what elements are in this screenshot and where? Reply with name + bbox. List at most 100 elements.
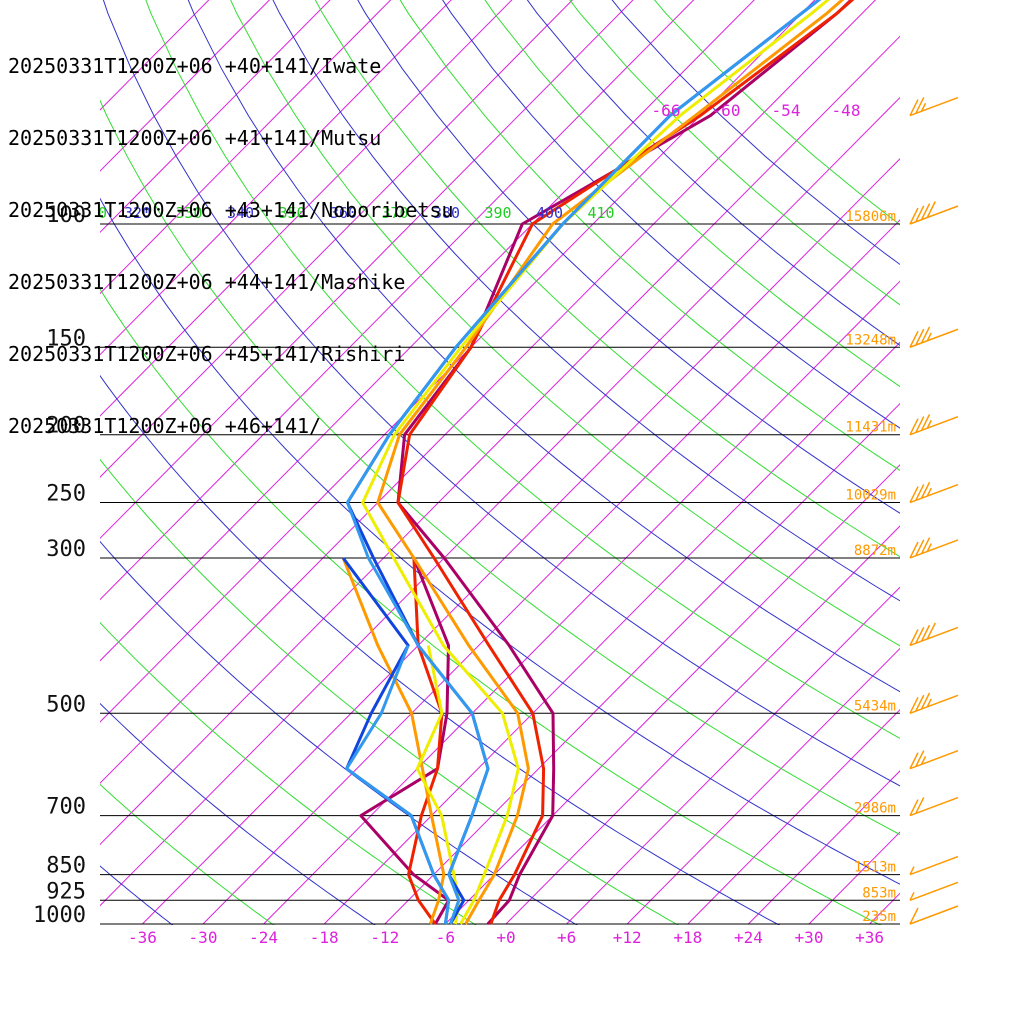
temperature-tick-label: +12 — [613, 928, 642, 947]
theta-label: 320 — [124, 204, 151, 222]
isotherm-line — [100, 0, 634, 540]
isotherm-line — [687, 708, 900, 925]
temperature-line-mutsu — [396, 0, 855, 925]
theta-label: 0 — [98, 204, 107, 222]
dry-adiabat-line — [100, 621, 477, 925]
isotherm-line — [626, 647, 900, 925]
dewpoint-line-noboribetsu — [341, 557, 446, 925]
isotherm-line — [445, 464, 900, 925]
legend-entry-iwate: 20250331T1200Z+06 +40+141/Iwate — [8, 54, 382, 78]
theta-label: 380 — [433, 204, 460, 222]
wind-barb — [909, 622, 959, 647]
wind-barb — [909, 96, 959, 117]
isotherm-line — [930, 0, 1024, 924]
isotherm-line — [505, 525, 900, 925]
pressure-label: 700 — [46, 795, 86, 820]
theta-label: 330 — [176, 204, 203, 222]
temperature-tick-label: -36 — [128, 928, 157, 947]
isotherm-line — [100, 0, 877, 784]
temperature-tick-label: -24 — [249, 928, 278, 947]
temperature-tick-label: +36 — [855, 928, 884, 947]
wind-barb — [909, 326, 959, 348]
theta-label: 400 — [536, 204, 563, 222]
isotherm-top-label: -54 — [772, 101, 801, 120]
isotherm-line — [100, 0, 755, 662]
pressure-label: 1000 — [33, 903, 86, 928]
axis-labels: 100 15806m 150 13248m 200 11431m 250 10029m 300 8… — [33, 101, 896, 947]
dry-adiabat-line — [100, 702, 376, 925]
dewpoint-line-unnamed — [345, 644, 451, 925]
temperature-tick-label: -18 — [310, 928, 339, 947]
dry-adiabat-line — [100, 540, 578, 925]
pressure-label: 200 — [46, 414, 86, 439]
dry-adiabat-line — [100, 865, 174, 925]
wind-barb — [909, 855, 959, 876]
temperature-line-noboribetsu — [376, 0, 845, 925]
wind-barb — [909, 537, 959, 559]
isotherm-line — [100, 0, 392, 295]
temperature-tick-label: +18 — [673, 928, 702, 947]
height-label: 10029m — [845, 488, 896, 504]
wind-barb — [909, 692, 959, 714]
theta-label: 390 — [485, 204, 512, 222]
temperature-tick-label: +30 — [795, 928, 824, 947]
height-label: 2986m — [854, 801, 896, 817]
height-label: 15806m — [845, 209, 896, 225]
dewpoint-line-iwate — [359, 557, 451, 925]
isotherm-top-label: -66 — [652, 101, 681, 120]
dry-adiabat-line — [100, 458, 679, 925]
legend: 20250331T1200Z+06 +40+141/Iwate 20250331… — [8, 6, 454, 462]
pressure-label: 150 — [46, 326, 86, 351]
isotherm-line — [100, 96, 900, 907]
theta-label: 410 — [588, 204, 615, 222]
wind-barb — [909, 750, 959, 770]
pressure-label: 500 — [46, 692, 86, 717]
pressure-label: 850 — [46, 854, 86, 879]
theta-label: 370 — [382, 204, 409, 222]
temperature-tick-label: +6 — [557, 928, 576, 947]
isotherm-line — [100, 0, 452, 356]
isotherm-line — [991, 0, 1024, 924]
legend-entry-mutsu: 20250331T1200Z+06 +41+141/Mutsu — [8, 126, 382, 150]
height-label: 13248m — [845, 332, 896, 348]
height-label: 1513m — [854, 860, 896, 876]
wind-barbs — [909, 96, 959, 925]
theta-label: 340 — [227, 204, 254, 222]
temperature-tick-label: -12 — [370, 928, 399, 947]
isotherm-line — [808, 831, 900, 925]
wind-barb — [909, 201, 959, 225]
legend-entry-mashike: 20250331T1200Z+06 +44+141/Mashike — [8, 270, 406, 294]
wind-barb — [909, 905, 959, 925]
isotherm-line — [869, 892, 900, 925]
isobar-lines — [100, 223, 900, 925]
theta-label: 350 — [279, 204, 306, 222]
wind-barb — [909, 796, 959, 817]
pressure-label: 300 — [46, 537, 86, 562]
sounding-curves — [341, 0, 855, 925]
isotherm-line — [384, 402, 900, 925]
isotherm-line — [202, 219, 900, 925]
dry-adiabat-line — [653, 0, 900, 226]
pressure-label: 100 — [46, 203, 86, 228]
temperature-tick-label: -30 — [189, 928, 218, 947]
temperature-tick-label: -6 — [436, 928, 455, 947]
height-label: 5434m — [854, 698, 896, 714]
dry-adiabat-line — [442, 0, 900, 429]
isotherm-line — [100, 0, 574, 478]
height-label: 853m — [862, 885, 896, 901]
wind-barb — [909, 881, 959, 902]
pressure-label: 250 — [46, 482, 86, 507]
pressure-label: 925 — [46, 879, 86, 904]
theta-label: 360 — [330, 204, 357, 222]
isotherm-line — [323, 341, 900, 925]
height-label: 11431m — [845, 420, 896, 436]
isotherm-line — [100, 0, 210, 111]
isotherm-line — [100, 0, 695, 601]
legend-entry-46-141: 20250331T1200Z+06 +46+141/ — [8, 414, 322, 438]
dry-adiabat-line — [484, 0, 900, 388]
legend-entry-noboribetsu: 20250331T1200Z+06 +43+141/Noboribetsu — [8, 198, 454, 222]
height-label: 235m — [862, 909, 896, 925]
isotherm-top-label: -48 — [832, 101, 861, 120]
isotherm-line — [100, 0, 513, 417]
